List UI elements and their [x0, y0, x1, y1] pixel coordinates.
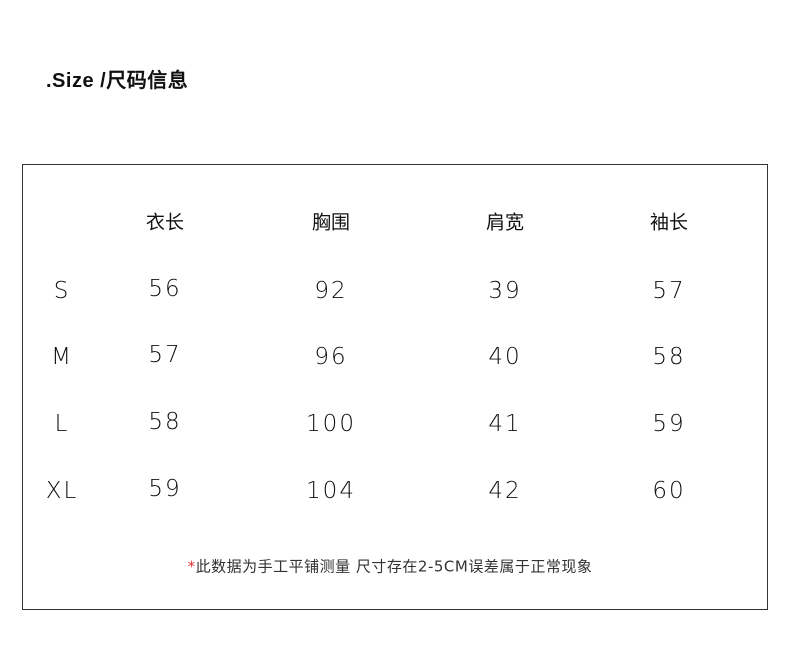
column-header: 衣长: [145, 211, 185, 234]
table-cell: 100: [306, 411, 356, 437]
table-cell: 59: [652, 411, 686, 437]
size-label: L: [54, 411, 70, 437]
size-label: S: [53, 278, 71, 304]
table-cell: 60: [652, 478, 686, 504]
table-cell: 57: [652, 278, 686, 304]
column-header: 胸围: [311, 211, 351, 234]
table-cell: 41: [488, 411, 522, 437]
size-label: M: [51, 344, 73, 370]
asterisk: *: [187, 557, 196, 576]
table-cell: 58: [148, 409, 182, 435]
table-cell: 56: [148, 276, 182, 302]
table-cell: 92: [314, 278, 348, 304]
table-cell: 59: [148, 476, 182, 502]
table-cell: 57: [148, 342, 182, 368]
column-header: 肩宽: [485, 211, 525, 234]
size-label: XL: [45, 478, 79, 504]
measurement-note: *此数据为手工平铺测量 尺寸存在2-5CM误差属于正常现象: [188, 556, 593, 577]
table-cell: 96: [314, 344, 348, 370]
page-title: .Size /尺码信息: [46, 70, 189, 92]
size-table-frame: [22, 164, 768, 610]
table-cell: 39: [488, 278, 522, 304]
table-cell: 42: [488, 478, 522, 504]
table-cell: 40: [488, 344, 522, 370]
column-header: 袖长: [649, 211, 689, 234]
table-cell: 104: [306, 478, 356, 504]
note-text: 此数据为手工平铺测量 尺寸存在2-5CM误差属于正常现象: [195, 557, 593, 576]
table-cell: 58: [652, 344, 686, 370]
